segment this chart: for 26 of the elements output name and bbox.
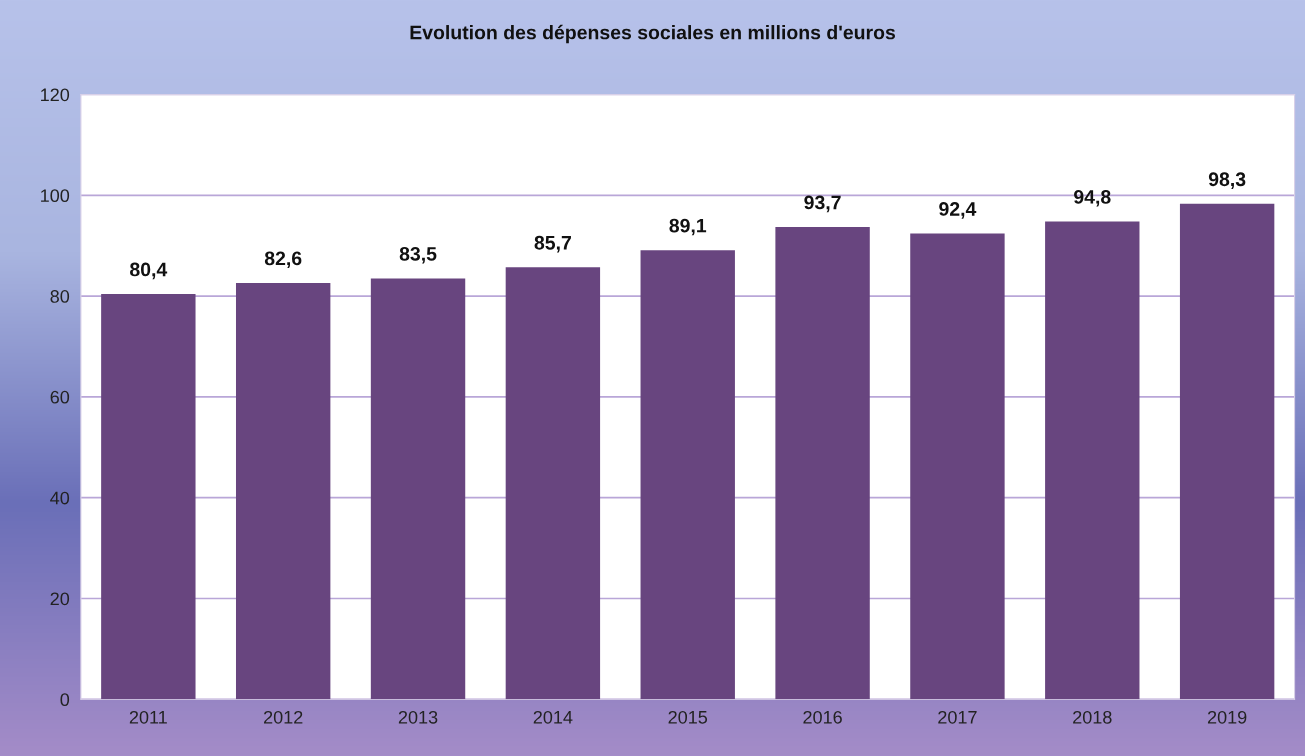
x-tick-label: 2017 (938, 710, 977, 724)
x-tick-label: 2018 (1073, 710, 1112, 724)
x-tick-label: 2014 (533, 710, 573, 724)
data-label: 83,5 (399, 246, 437, 264)
x-tick-label: 2019 (1207, 710, 1247, 724)
chart-title: Evolution des dépenses sociales en millions d'euros (410, 24, 895, 44)
x-tick-label: 2013 (398, 710, 438, 724)
data-label: 80,4 (130, 262, 168, 280)
x-tick-label: 2016 (803, 710, 842, 724)
y-tick-label: 20 (50, 592, 70, 606)
y-tick-label: 0 (60, 693, 70, 707)
data-label: 92,4 (939, 202, 977, 219)
y-tick-label: 120 (41, 88, 70, 102)
y-tick-label: 80 (50, 290, 70, 303)
x-tick-label: 2015 (668, 710, 708, 724)
x-tick-label: 2011 (129, 710, 167, 724)
y-tick-label: 40 (50, 491, 70, 505)
data-label: 89,1 (669, 218, 707, 236)
data-label: 93,7 (804, 195, 841, 213)
data-label: 82,6 (264, 251, 302, 269)
data-label: 94,8 (1074, 190, 1111, 207)
y-tick-label: 100 (41, 189, 70, 203)
data-label: 85,7 (534, 235, 571, 253)
y-tick-label: 60 (50, 390, 70, 404)
x-tick-label: 2012 (264, 710, 303, 724)
data-label: 98,3 (1208, 172, 1246, 189)
